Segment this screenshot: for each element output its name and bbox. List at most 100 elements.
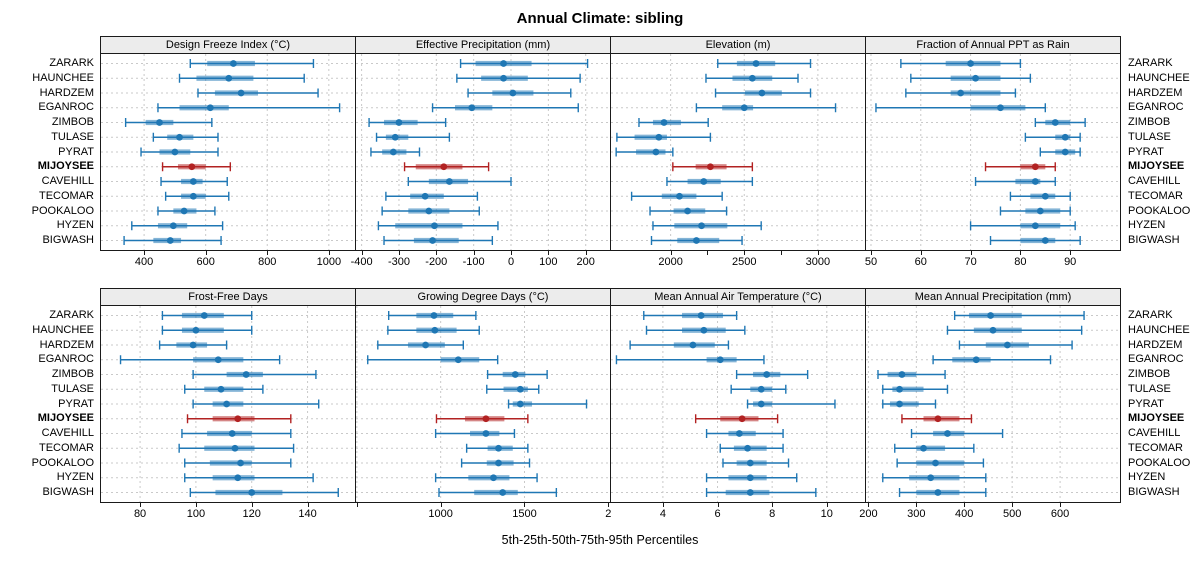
percentile-row-bigwash bbox=[438, 488, 558, 497]
iqr-band bbox=[889, 401, 919, 407]
iqr-band bbox=[916, 445, 946, 451]
median-dot bbox=[389, 148, 397, 156]
site-label-zarark: ZARARK bbox=[49, 309, 94, 321]
median-dot bbox=[655, 133, 663, 141]
x-tick-mark bbox=[307, 503, 309, 507]
percentile-row-zarark bbox=[459, 59, 589, 68]
percentile-row-bigwash bbox=[705, 488, 817, 497]
percentile-row-tulase bbox=[882, 384, 949, 394]
percentile-row-mijoysee bbox=[984, 162, 1056, 172]
median-dot bbox=[440, 163, 448, 171]
median-dot bbox=[228, 430, 236, 437]
median-dot bbox=[746, 459, 754, 467]
percentile-row-pookaloo bbox=[157, 206, 216, 216]
median-dot bbox=[700, 178, 708, 185]
median-dot bbox=[511, 371, 519, 378]
percentile-row-pookaloo bbox=[999, 206, 1071, 216]
median-dot bbox=[763, 371, 771, 378]
x-tick-mark bbox=[717, 503, 719, 507]
percentile-row-cavehill bbox=[705, 429, 784, 438]
iqr-band bbox=[952, 357, 991, 363]
iqr-band bbox=[196, 75, 254, 81]
site-label-hardzem: HARDZEM bbox=[39, 338, 94, 351]
site-label-hardzem: HARDZEM bbox=[39, 86, 94, 99]
median-dot bbox=[431, 326, 439, 334]
median-dot bbox=[192, 326, 200, 334]
median-dot bbox=[1031, 222, 1039, 230]
site-label-tulase: TULASE bbox=[51, 130, 94, 143]
site-label-mijoysee: MIJOYSEE bbox=[37, 160, 94, 173]
percentile-row-pyrat bbox=[1039, 147, 1081, 157]
iqr-band bbox=[415, 164, 463, 170]
x-tick-mark bbox=[920, 251, 922, 255]
percentile-row-haunchee bbox=[161, 325, 253, 335]
x-axis: 2 4 6 8 10 bbox=[605, 503, 866, 530]
x-tick-mark bbox=[205, 251, 207, 255]
median-dot bbox=[1041, 192, 1049, 200]
panel-plot bbox=[611, 54, 865, 250]
percentile-row-haunchee bbox=[645, 325, 746, 335]
x-tick-mark bbox=[251, 503, 253, 507]
percentile-row-pyrat bbox=[746, 399, 836, 409]
site-label-zimbob: ZIMBOB bbox=[1128, 116, 1171, 128]
median-dot bbox=[430, 312, 438, 319]
median-dot bbox=[744, 444, 751, 452]
percentile-row-zimbob bbox=[877, 370, 946, 379]
percentile-row-bigwash bbox=[898, 488, 987, 497]
percentile-row-pookaloo bbox=[649, 206, 728, 216]
x-tick-mark bbox=[964, 503, 966, 507]
site-label-eganroc: EGANROC bbox=[1128, 353, 1184, 366]
site-label-tecomar: TECOMAR bbox=[1128, 441, 1183, 454]
panel-box: Mean Annual Precipitation (mm) bbox=[865, 288, 1121, 503]
percentile-row-mijoysee bbox=[435, 414, 529, 424]
site-label-pookaloo: POOKALOO bbox=[31, 204, 94, 217]
percentile-row-tecomar bbox=[719, 443, 784, 453]
iqr-band bbox=[204, 445, 255, 451]
x-tick-label: 500 bbox=[1002, 508, 1022, 520]
median-dot bbox=[676, 192, 683, 200]
median-dot bbox=[225, 74, 233, 82]
median-dot bbox=[738, 415, 746, 423]
x-tick-mark bbox=[662, 503, 664, 507]
median-dot bbox=[1036, 207, 1044, 215]
x-axis: 80 100 120 140 bbox=[100, 503, 356, 530]
percentile-row-pyrat bbox=[882, 399, 937, 409]
median-dot bbox=[214, 356, 222, 364]
site-label-tecomar: TECOMAR bbox=[39, 189, 94, 202]
percentile-row-zarark bbox=[189, 59, 315, 68]
median-dot bbox=[927, 474, 935, 482]
median-dot bbox=[997, 104, 1004, 112]
panel-plot bbox=[356, 306, 610, 502]
median-dot bbox=[967, 60, 974, 67]
percentile-row-tulase bbox=[616, 132, 712, 142]
percentile-row-tecomar bbox=[465, 443, 529, 453]
percentile-row-tecomar bbox=[1009, 191, 1071, 201]
panel-box: Growing Degree Days (°C) bbox=[355, 288, 611, 503]
x-tick-label: 1500 bbox=[512, 508, 537, 520]
iqr-band bbox=[722, 105, 754, 111]
x-tick-label: 1000 bbox=[316, 256, 342, 268]
x-tick-label: 2500 bbox=[732, 256, 757, 268]
iqr-band bbox=[468, 475, 510, 481]
x-tick-mark bbox=[870, 251, 872, 255]
x-minor-tick-mark bbox=[707, 251, 709, 255]
iqr-band bbox=[503, 386, 528, 392]
iqr-band bbox=[474, 489, 518, 496]
median-dot bbox=[746, 474, 754, 482]
percentile-row-bigwash bbox=[650, 236, 743, 245]
percentile-row-zarark bbox=[387, 311, 477, 320]
x-axis: 2000 2500 3000 bbox=[610, 251, 866, 288]
percentile-row-cavehill bbox=[910, 429, 1004, 438]
percentile-row-zarark bbox=[717, 59, 812, 68]
panel-strip-title: Mean Annual Precipitation (mm) bbox=[866, 289, 1120, 306]
percentile-row-haunchee bbox=[705, 73, 799, 83]
x-tick-label: 70 bbox=[964, 256, 977, 268]
x-tick-label: 80 bbox=[1014, 256, 1027, 268]
x-tick-label: 800 bbox=[258, 256, 277, 268]
median-dot bbox=[490, 474, 497, 482]
percentile-row-pookaloo bbox=[184, 458, 292, 468]
site-label-hyzen: HYZEN bbox=[56, 471, 94, 484]
median-dot bbox=[499, 489, 507, 496]
site-label-zarark: ZARARK bbox=[1128, 309, 1173, 321]
percentile-row-zarark bbox=[953, 311, 1085, 320]
